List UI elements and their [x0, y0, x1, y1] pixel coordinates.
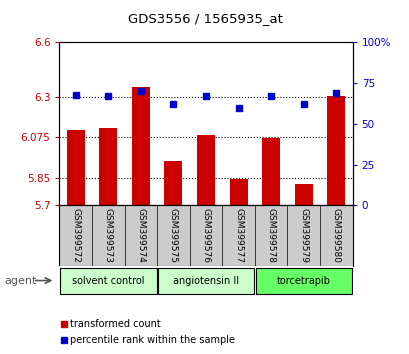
FancyBboxPatch shape — [255, 268, 351, 294]
Text: GSM399579: GSM399579 — [299, 208, 308, 263]
Text: agent: agent — [4, 275, 36, 286]
Text: percentile rank within the sample: percentile rank within the sample — [70, 335, 234, 345]
Text: torcetrapib: torcetrapib — [276, 275, 330, 286]
Bar — [294, 184, 312, 205]
Text: GSM399573: GSM399573 — [103, 208, 112, 263]
Bar — [132, 87, 149, 205]
Text: solvent control: solvent control — [72, 275, 144, 286]
Text: GSM399575: GSM399575 — [169, 208, 178, 263]
Text: GSM399580: GSM399580 — [331, 208, 340, 263]
Text: angiotensin II: angiotensin II — [173, 275, 238, 286]
Text: GSM399577: GSM399577 — [234, 208, 243, 263]
Bar — [164, 161, 182, 205]
FancyBboxPatch shape — [60, 268, 156, 294]
Text: GSM399576: GSM399576 — [201, 208, 210, 263]
Text: GSM399572: GSM399572 — [71, 208, 80, 263]
Bar — [326, 96, 344, 205]
Text: GSM399574: GSM399574 — [136, 208, 145, 263]
Text: GSM399578: GSM399578 — [266, 208, 275, 263]
Text: transformed count: transformed count — [70, 319, 160, 329]
Bar — [99, 129, 117, 205]
Bar — [197, 135, 214, 205]
Bar — [229, 179, 247, 205]
Text: GDS3556 / 1565935_at: GDS3556 / 1565935_at — [127, 12, 282, 25]
Bar — [262, 138, 279, 205]
Bar — [67, 130, 85, 205]
FancyBboxPatch shape — [157, 268, 254, 294]
